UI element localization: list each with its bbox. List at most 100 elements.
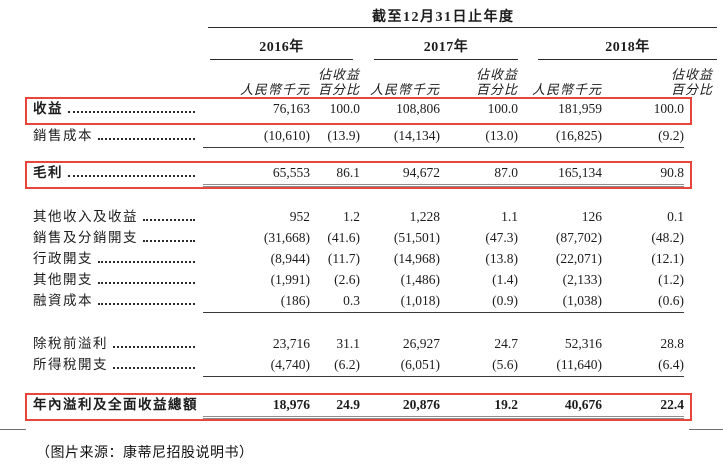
cell-2018-rmb: (11,640)	[518, 357, 602, 377]
dot-leader	[113, 367, 195, 369]
cell-2016-rmb: (10,610)	[203, 128, 310, 148]
cell-2018-rmb: 40,676	[518, 397, 602, 419]
cell-2016-rmb: 65,553	[203, 165, 310, 187]
cell-2018-pct: (48.2)	[651, 230, 684, 245]
dot-leader	[98, 261, 195, 263]
table-row-cost-of-sales: 銷售成本 (10,610) (13.9) (14,134) (13.0) (16…	[33, 128, 684, 149]
row-label: 行政開支	[33, 251, 203, 267]
dot-leader	[98, 282, 195, 284]
cell-2018-rmb: (2,133)	[562, 272, 602, 287]
table-row-revenue: 收益 76,163 100.0 108,806 100.0 181,959 10…	[33, 101, 684, 121]
cell-2018-pct: (12.1)	[651, 251, 684, 266]
year-header-2018: 2018年	[538, 36, 717, 60]
year-header-row: 2016年 2017年 2018年	[33, 36, 717, 60]
row-label: 銷售成本	[33, 128, 203, 144]
cell-2016-pct: 1.2	[343, 209, 360, 224]
cell-2017-rmb: (6,051)	[360, 357, 440, 377]
table-row-selling-distribution-expenses: 銷售及分銷開支 (31,668) (41.6) (51,501) (47.3) …	[33, 230, 684, 251]
cell-2017-pct: (13.0)	[440, 128, 518, 148]
row-label: 所得稅開支	[33, 357, 203, 373]
row-label: 毛利	[33, 165, 203, 181]
cell-2018-rmb: 52,316	[564, 336, 602, 351]
table-row-profit-for-year: 年內溢利及全面收益總額 18,976 24.9 20,876 19.2 40,6…	[33, 397, 684, 419]
cell-2016-pct: (11.7)	[327, 251, 360, 266]
cell-2017-pct: 1.1	[501, 209, 518, 224]
cell-2017-pct: 87.0	[440, 165, 518, 187]
table-bottom-rule-right	[689, 429, 723, 430]
cell-2018-pct: 0.1	[667, 209, 684, 224]
cell-2017-pct: (0.9)	[440, 293, 518, 313]
cell-2018-pct: (1.2)	[658, 272, 684, 287]
cell-2018-rmb: (87,702)	[555, 230, 602, 245]
dot-leader	[143, 219, 195, 221]
cell-2016-rmb: 952	[289, 209, 310, 224]
cell-2018-pct: (6.4)	[602, 357, 684, 377]
cell-2018-rmb: (1,038)	[518, 293, 602, 313]
table-bottom-rule-left	[0, 429, 26, 430]
row-label: 融資成本	[33, 293, 203, 309]
dot-leader	[68, 175, 195, 177]
row-label: 其他開支	[33, 272, 203, 288]
cell-2016-pct: 31.1	[336, 336, 360, 351]
cell-2017-rmb: 26,927	[402, 336, 440, 351]
cell-2016-pct: (13.9)	[310, 128, 360, 148]
cell-2018-pct: (0.6)	[602, 293, 684, 313]
dot-leader	[98, 138, 195, 140]
cell-2017-rmb: (14,134)	[360, 128, 440, 148]
cell-2016-pct: (2.6)	[334, 272, 360, 287]
cell-2016-pct: (6.2)	[310, 357, 360, 377]
image-source-caption: （图片来源：康蒂尼招股说明书）	[36, 444, 254, 460]
row-label: 收益	[33, 101, 203, 117]
cell-2016-rmb: (31,668)	[263, 230, 310, 245]
cell-2017-pct: 24.7	[494, 336, 518, 351]
cell-2017-rmb: (1,486)	[400, 272, 440, 287]
cell-2016-pct: (41.6)	[327, 230, 360, 245]
row-label: 銷售及分銷開支	[33, 230, 203, 246]
cell-2017-pct: (47.3)	[485, 230, 518, 245]
cell-2017-pct: 19.2	[440, 397, 518, 419]
cell-2016-rmb: 76,163	[272, 101, 310, 116]
cell-2018-rmb: (16,825)	[518, 128, 602, 148]
cell-2017-rmb: 94,672	[360, 165, 440, 187]
table-body: 收益 76,163 100.0 108,806 100.0 181,959 10…	[25, 97, 692, 421]
cell-2017-pct: (1.4)	[492, 272, 518, 287]
dot-leader	[143, 240, 195, 242]
cell-2017-rmb: (14,968)	[393, 251, 440, 266]
dot-leader	[68, 111, 195, 113]
rmb-header-2016: 人民幣千元	[239, 82, 310, 97]
rmb-header-2018: 人民幣千元	[531, 82, 602, 97]
cell-2018-pct: (9.2)	[602, 128, 684, 148]
table-row-administrative-expenses: 行政開支 (8,944) (11.7) (14,968) (13.8) (22,…	[33, 251, 684, 272]
cell-2016-rmb: (186)	[203, 293, 310, 313]
rmb-header-2017: 人民幣千元	[369, 82, 440, 97]
cell-2017-rmb: 20,876	[360, 397, 440, 419]
highlight-box-gross-profit: 毛利 65,553 86.1 94,672 87.0 165,134 90.8	[25, 161, 692, 189]
cell-2016-pct: 100.0	[329, 101, 360, 116]
cell-2017-rmb: 1,228	[409, 209, 440, 224]
table-row-income-tax-expense: 所得稅開支 (4,740) (6.2) (6,051) (5.6) (11,64…	[33, 357, 684, 378]
cell-2016-rmb: (1,991)	[270, 272, 310, 287]
year-header-2016: 2016年	[210, 36, 353, 60]
income-statement-table: 2016年 2017年 2018年 人民幣千元 佔收益 百分比 人民幣千元 佔收…	[25, 34, 717, 421]
cell-2017-pct: 100.0	[487, 101, 518, 116]
table-row-profit-before-tax: 除稅前溢利 23,716 31.1 26,927 24.7 52,316 28.…	[33, 336, 684, 357]
table-row-other-expenses: 其他開支 (1,991) (2.6) (1,486) (1.4) (2,133)…	[33, 272, 684, 293]
cell-2016-rmb: (4,740)	[203, 357, 310, 377]
cell-2018-pct: 90.8	[602, 165, 684, 187]
year-header-2017: 2017年	[374, 36, 518, 60]
cell-2016-pct: 0.3	[310, 293, 360, 313]
table-row-other-income: 其他收入及收益 952 1.2 1,228 1.1 126 0.1	[33, 209, 684, 230]
dot-leader	[98, 303, 195, 305]
table-row-finance-costs: 融資成本 (186) 0.3 (1,018) (0.9) (1,038) (0.…	[33, 293, 684, 314]
cell-2017-rmb: (51,501)	[393, 230, 440, 245]
cell-2017-pct: (5.6)	[440, 357, 518, 377]
cell-2016-pct: 24.9	[310, 397, 360, 419]
period-title: 截至12月31日止年度	[372, 10, 515, 25]
pct-header-2016: 佔收益 百分比	[317, 67, 360, 97]
highlight-box-revenue: 收益 76,163 100.0 108,806 100.0 181,959 10…	[25, 97, 692, 125]
cell-2016-rmb: 18,976	[203, 397, 310, 419]
highlight-box-profit-for-year: 年內溢利及全面收益總額 18,976 24.9 20,876 19.2 40,6…	[25, 393, 692, 421]
column-header-row: 人民幣千元 佔收益 百分比 人民幣千元 佔收益 百分比 人民幣千元 佔收益 百分…	[33, 67, 712, 97]
pct-header-2018: 佔收益 百分比	[670, 67, 713, 97]
